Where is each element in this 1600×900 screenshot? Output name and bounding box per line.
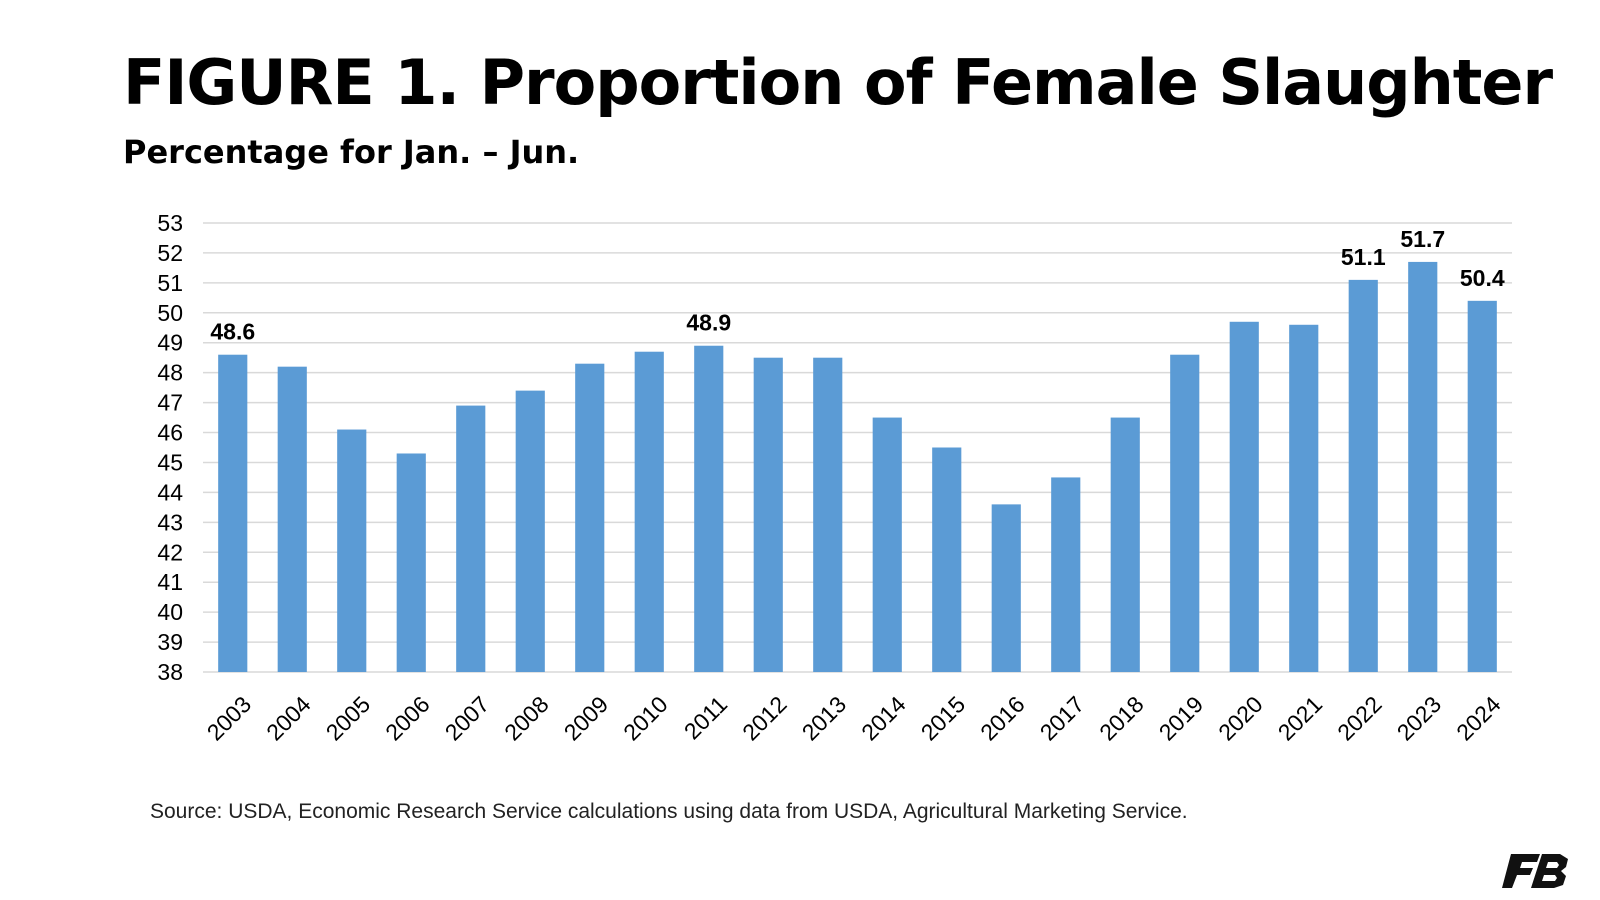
x-tick-label: 2022 [1332,691,1387,746]
x-tick-label: 2012 [737,691,792,746]
bar-2011 [694,345,724,672]
x-tick-label: 2021 [1273,691,1328,746]
bar-2008 [515,390,545,672]
bar-2015 [932,447,962,672]
bar-2003 [218,354,248,672]
y-tick-label: 40 [157,599,183,625]
bar-2006 [396,453,426,672]
x-tick-label: 2004 [261,691,316,746]
bar-2020 [1229,321,1259,672]
data-label-2003: 48.6 [210,319,255,345]
y-tick-label: 48 [157,360,183,386]
data-label-2024: 50.4 [1460,265,1505,291]
y-tick-label: 46 [157,420,183,446]
bar-2009 [575,363,605,672]
x-tick-label: 2024 [1451,691,1506,746]
data-label-2022: 51.1 [1341,244,1386,270]
y-tick-label: 52 [157,240,183,266]
x-tick-label: 2018 [1094,691,1149,746]
chart-subtitle: Percentage for Jan. – Jun. [123,133,580,171]
bar-2014 [872,417,902,672]
bar-2017 [1051,477,1081,672]
x-tick-label: 2008 [499,691,554,746]
x-tick-label: 2015 [916,691,971,746]
y-tick-label: 39 [157,629,183,655]
x-tick-label: 2005 [321,691,376,746]
bar-2024 [1467,300,1497,672]
chart-title: FIGURE 1. Proportion of Female Slaughter [123,46,1553,119]
x-tick-label: 2023 [1392,691,1447,746]
y-tick-label: 53 [157,210,183,236]
data-label-2011: 48.9 [686,310,731,336]
y-tick-label: 45 [157,449,183,475]
x-tick-label: 2003 [202,691,257,746]
bar-2005 [337,429,367,672]
x-tick-label: 2011 [679,691,732,744]
y-tick-label: 50 [157,300,183,326]
y-tick-label: 49 [157,330,183,356]
farm-bureau-logo-icon [1502,854,1568,888]
x-tick-label: 2017 [1035,691,1090,746]
x-tick-label: 2009 [559,691,614,746]
x-tick-label: 2010 [618,691,673,746]
bar-2007 [456,405,486,672]
y-tick-label: 51 [157,270,183,296]
y-tick-label: 44 [157,479,183,505]
x-tick-label: 2006 [380,691,435,746]
x-tick-label: 2016 [975,691,1030,746]
x-tick-label: 2020 [1213,691,1268,746]
y-tick-label: 43 [157,509,183,535]
y-tick-label: 47 [157,390,183,416]
bar-2022 [1348,279,1378,672]
data-label-2023: 51.7 [1400,226,1445,252]
y-tick-label: 41 [157,569,183,595]
y-tick-label: 42 [157,539,183,565]
x-tick-label: 2019 [1154,691,1209,746]
x-tick-label: 2014 [856,691,911,746]
bar-2021 [1289,324,1319,672]
x-tick-label: 2007 [440,691,495,746]
source-note: Source: USDA, Economic Research Service … [150,800,1188,823]
bar-2019 [1170,354,1200,672]
bar-2004 [277,366,307,672]
y-tick-label: 38 [157,659,183,685]
bar-2016 [991,504,1021,672]
bar-2018 [1110,417,1140,672]
bar-2010 [634,351,664,672]
bar-2013 [813,357,843,672]
bar-chart: 38 39 40 41 42 43 44 45 46 47 48 49 50 51 52 53 2003 2004… [157,210,1512,746]
bar-2023 [1408,261,1438,672]
x-tick-label: 2013 [797,691,852,746]
bar-2012 [753,357,783,672]
